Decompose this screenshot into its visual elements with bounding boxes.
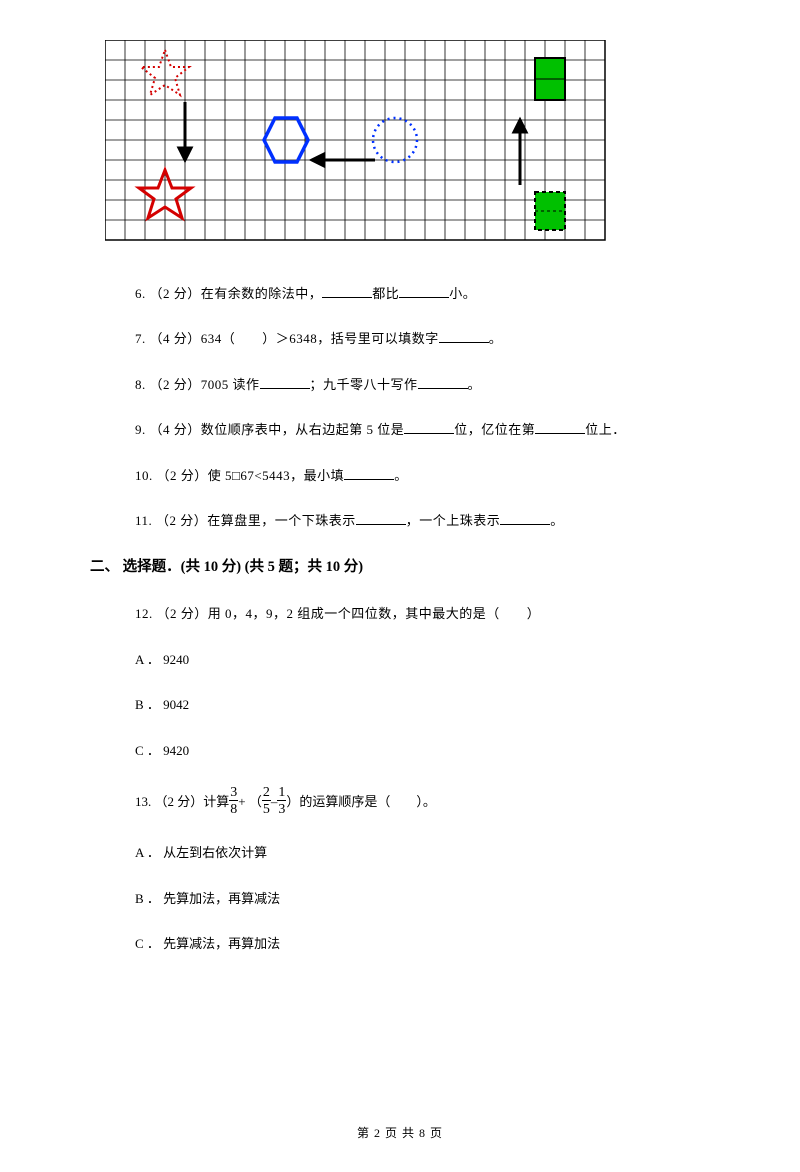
q12-option-c: C ． 9420: [135, 741, 740, 761]
q13-option-a: A ． 从左到右依次计算: [135, 843, 740, 863]
grid-svg: [105, 40, 620, 250]
q8-text: 8. （2 分）7005 读作: [135, 377, 260, 392]
q6-text: 6. （2 分）在有余数的除法中，: [135, 286, 322, 301]
question-8: 8. （2 分）7005 读作；九千零八十写作。: [135, 375, 740, 395]
question-10: 10. （2 分）使 5□67<5443，最小填。: [135, 466, 740, 486]
question-6: 6. （2 分）在有余数的除法中，都比小。: [135, 284, 740, 304]
q11-text: 11. （2 分）在算盘里，一个下珠表示: [135, 513, 356, 528]
q13-option-b: B ． 先算加法，再算减法: [135, 889, 740, 909]
fraction-1: 38: [229, 786, 238, 817]
grid-diagram: [105, 40, 800, 256]
fraction-2: 25: [262, 786, 271, 817]
q12-option-b: B ． 9042: [135, 695, 740, 715]
q10-text: 10. （2 分）使 5□67<5443，最小填: [135, 468, 344, 483]
fraction-3: 13: [277, 786, 286, 817]
question-11: 11. （2 分）在算盘里，一个下珠表示，一个上珠表示。: [135, 511, 740, 531]
questions-content: 6. （2 分）在有余数的除法中，都比小。 7. （4 分）634（ ）＞634…: [0, 256, 800, 954]
question-13: 13. （2 分）计算 38 + （ 25 – 13 ）的运算顺序是（ ）。: [135, 786, 740, 817]
q9-text: 9. （4 分）数位顺序表中，从右边起第 5 位是: [135, 422, 404, 437]
q13-pre: 13. （2 分）计算: [135, 792, 229, 812]
section-2-title: 二、 选择题．(共 10 分) (共 5 题；共 10 分): [90, 557, 740, 579]
q7-text: 7. （4 分）634（ ）＞6348，括号里可以填数字: [135, 331, 439, 346]
q13-option-c: C ． 先算减法，再算加法: [135, 934, 740, 954]
question-9: 9. （4 分）数位顺序表中，从右边起第 5 位是位，亿位在第位上．: [135, 420, 740, 440]
question-12: 12. （2 分）用 0，4，9，2 组成一个四位数，其中最大的是（ ）: [135, 604, 740, 624]
question-7: 7. （4 分）634（ ）＞6348，括号里可以填数字。: [135, 329, 740, 349]
q12-option-a: A ． 9240: [135, 650, 740, 670]
page-footer: 第 2 页 共 8 页: [0, 1124, 800, 1142]
